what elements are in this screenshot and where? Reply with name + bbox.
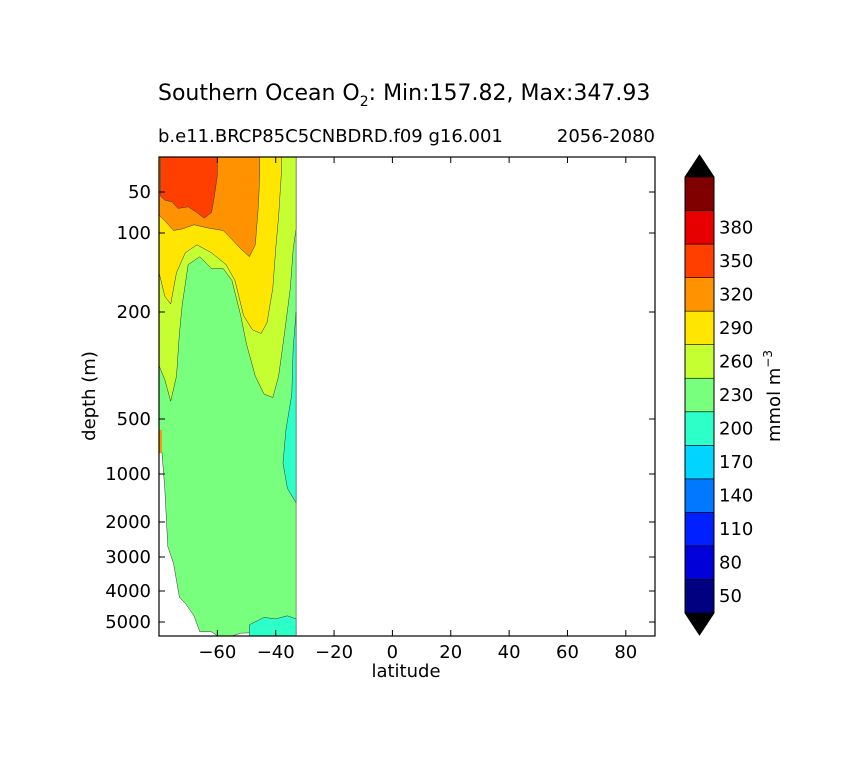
contour-band-320-350 (160, 157, 218, 219)
colorbar-segment (684, 579, 715, 614)
colorbar-tick-label: 170 (719, 452, 753, 473)
colorbar-segment (684, 176, 715, 211)
contour-band-170-200-mid (282, 311, 297, 504)
title-suffix: : Min:157.82, Max:347.93 (369, 81, 651, 106)
colorbar-segment (684, 478, 715, 513)
colorbar-outline (684, 154, 715, 636)
colorbar-tick-label: 350 (719, 251, 753, 272)
title-prefix: Southern Ocean O (158, 81, 360, 106)
x-tick-label: −20 (315, 642, 353, 663)
colorbar-segment (684, 210, 715, 245)
colorbar-tick-label: 200 (719, 419, 753, 440)
x-tick-label: 80 (614, 642, 637, 663)
x-tick-label: −40 (257, 642, 295, 663)
colorbar-label: mmol m−3 (761, 350, 785, 442)
y-tick-label: 1000 (105, 464, 151, 485)
colorbar-segment (684, 377, 715, 413)
y-axis: 50 100 200 500 1000 2000 3000 4000 5000 (105, 182, 655, 633)
title-subscript: 2 (360, 94, 369, 110)
colorbar-tick-label: 380 (719, 217, 753, 238)
y-axis-label: depth (m) (79, 351, 100, 441)
y-tick-label: 3000 (105, 547, 151, 568)
colorbar-tick-label: 230 (719, 385, 753, 406)
colorbar-tick-label: 140 (719, 486, 753, 507)
x-tick-label: 60 (556, 642, 579, 663)
subtitle-left: b.e11.BRCP85C5CNBDRD.f09 g16.001 (158, 126, 503, 147)
contour-patch-southern-edge (159, 430, 162, 454)
colorbar-segment (684, 344, 715, 379)
x-tick-label: −60 (198, 642, 236, 663)
colorbar-tick-label: 290 (719, 318, 753, 339)
colorbar-segment (684, 277, 715, 312)
plot-frame (158, 156, 656, 637)
colorbar-extend-max (685, 155, 714, 177)
colorbar-tick-label: 260 (719, 351, 753, 372)
x-tick-label: 20 (439, 642, 462, 663)
colorbar-extend-min (685, 613, 714, 635)
colorbar-tick-label: 80 (719, 553, 742, 574)
colorbar-segment (684, 512, 715, 547)
colorbar-label-superscript: −3 (761, 350, 775, 368)
x-tick-label: 40 (498, 642, 521, 663)
colorbar-segment (684, 310, 715, 345)
colorbar-tick-label: 320 (719, 284, 753, 305)
contour-band-170-200-bottom (249, 615, 297, 636)
y-tick-label: 100 (117, 223, 151, 244)
colorbar-segment (684, 545, 715, 580)
y-tick-label: 50 (128, 182, 151, 203)
x-axis-label: latitude (371, 661, 440, 682)
colorbar-tick-label: 110 (719, 519, 753, 540)
colorbar-label-text: mmol m (764, 368, 785, 442)
subtitle-right: 2056-2080 (557, 126, 655, 147)
colorbar-tick-label: 50 (719, 586, 742, 607)
y-tick-label: 200 (117, 302, 151, 323)
x-axis: −60 −40 −20 0 20 40 60 80 (198, 157, 637, 663)
colorbar-segment (684, 445, 715, 480)
y-tick-label: 4000 (105, 581, 151, 602)
x-tick-label: 0 (387, 642, 398, 663)
colorbar: 50 80 110 140 170 200 230 260 290 320 350 380 (684, 154, 753, 636)
colorbar-segment (684, 243, 715, 278)
chart-title: Southern Ocean O2: Min:157.82, Max:347.9… (158, 81, 650, 110)
y-tick-label: 5000 (105, 612, 151, 633)
y-tick-label: 500 (117, 409, 151, 430)
colorbar-segment (684, 411, 715, 446)
y-tick-label: 2000 (105, 512, 151, 533)
plot-area (159, 157, 297, 636)
